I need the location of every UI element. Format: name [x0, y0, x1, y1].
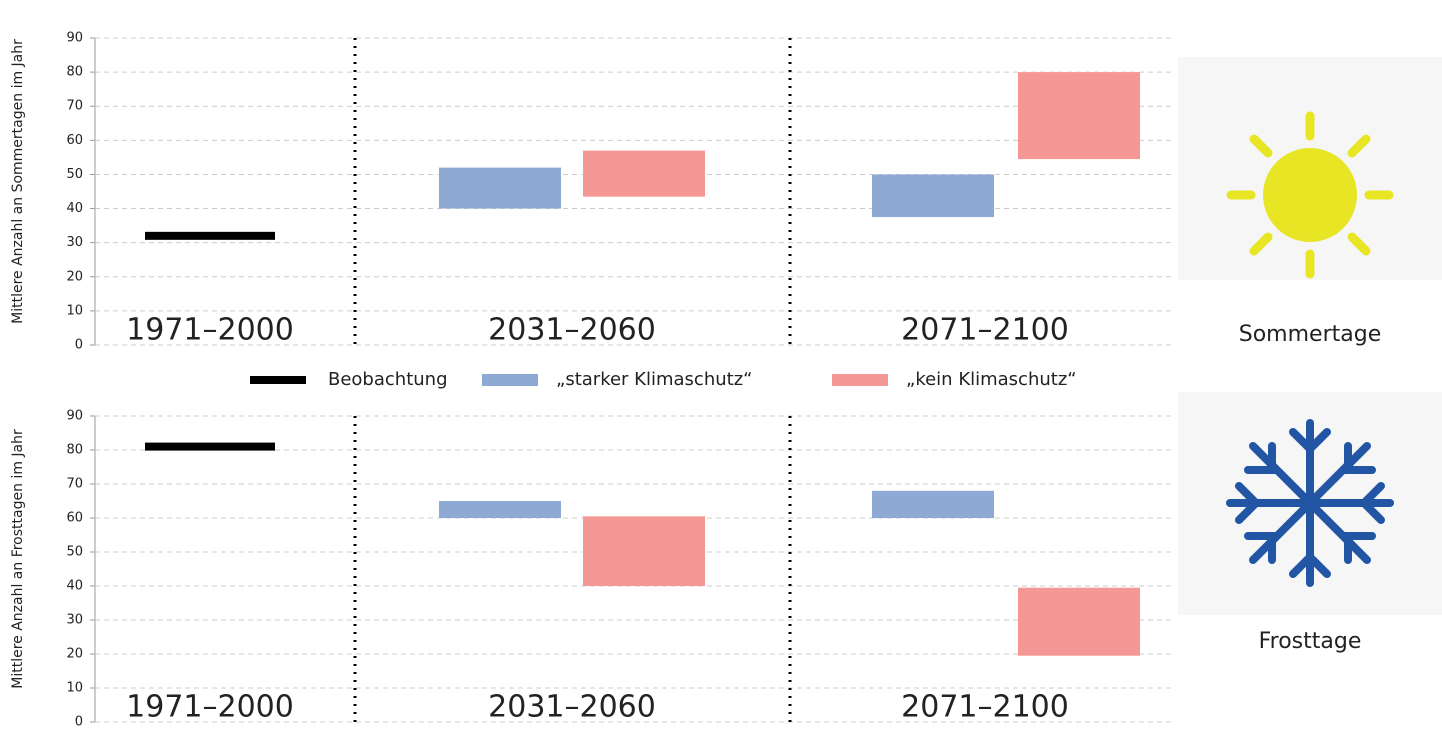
y-axis-label: Mittlere Anzahl an Sommertagen im Jahr [10, 39, 26, 324]
y-tick-label: 30 [66, 613, 83, 628]
range-bar [872, 490, 994, 518]
y-tick-label: 90 [66, 409, 83, 424]
legend-swatch [482, 374, 538, 386]
y-tick-label: 10 [66, 303, 83, 318]
category-label: 1971–2000 [126, 690, 294, 725]
y-tick-label: 60 [66, 511, 83, 526]
category-label: 2071–2100 [901, 313, 1069, 348]
y-tick-label: 90 [66, 31, 83, 46]
y-tick-label: 30 [66, 235, 83, 250]
y-tick-label: 70 [66, 477, 83, 492]
legend-swatch [250, 376, 306, 384]
icon-label: Frosttage [1259, 629, 1362, 654]
range-bar [439, 501, 561, 518]
snowflake-icon [1178, 392, 1442, 615]
category-label: 2031–2060 [488, 313, 656, 348]
range-bar [439, 167, 561, 209]
y-tick-label: 40 [66, 201, 83, 216]
legend-label: Beobachtung [328, 369, 448, 390]
y-tick-label: 80 [66, 443, 83, 458]
category-label: 2071–2100 [901, 690, 1069, 725]
y-tick-label: 80 [66, 65, 83, 80]
y-tick-label: 20 [66, 647, 83, 662]
range-bar [583, 150, 705, 197]
legend-label: „kein Klimaschutz“ [906, 369, 1077, 390]
category-label: 1971–2000 [126, 313, 294, 348]
range-bar [1018, 587, 1140, 656]
range-bar [1018, 72, 1140, 160]
y-tick-label: 20 [66, 269, 83, 284]
y-tick-label: 50 [66, 167, 83, 182]
y-tick-label: 0 [75, 715, 83, 730]
y-tick-label: 60 [66, 133, 83, 148]
y-tick-label: 40 [66, 579, 83, 594]
category-label: 2031–2060 [488, 690, 656, 725]
observation-line [145, 231, 275, 240]
legend-label: „starker Klimaschutz“ [556, 369, 752, 390]
y-tick-label: 70 [66, 99, 83, 114]
y-tick-label: 0 [75, 338, 83, 353]
observation-line [145, 442, 275, 451]
y-tick-label: 50 [66, 545, 83, 560]
range-bar [872, 174, 994, 218]
range-bar [583, 516, 705, 586]
y-tick-label: 10 [66, 681, 83, 696]
y-axis-label: Mittlere Anzahl an Frosttagen im Jahr [10, 429, 26, 689]
legend-swatch [832, 374, 888, 386]
sun-icon [1178, 57, 1442, 280]
icon-label: Sommertage [1239, 322, 1381, 347]
